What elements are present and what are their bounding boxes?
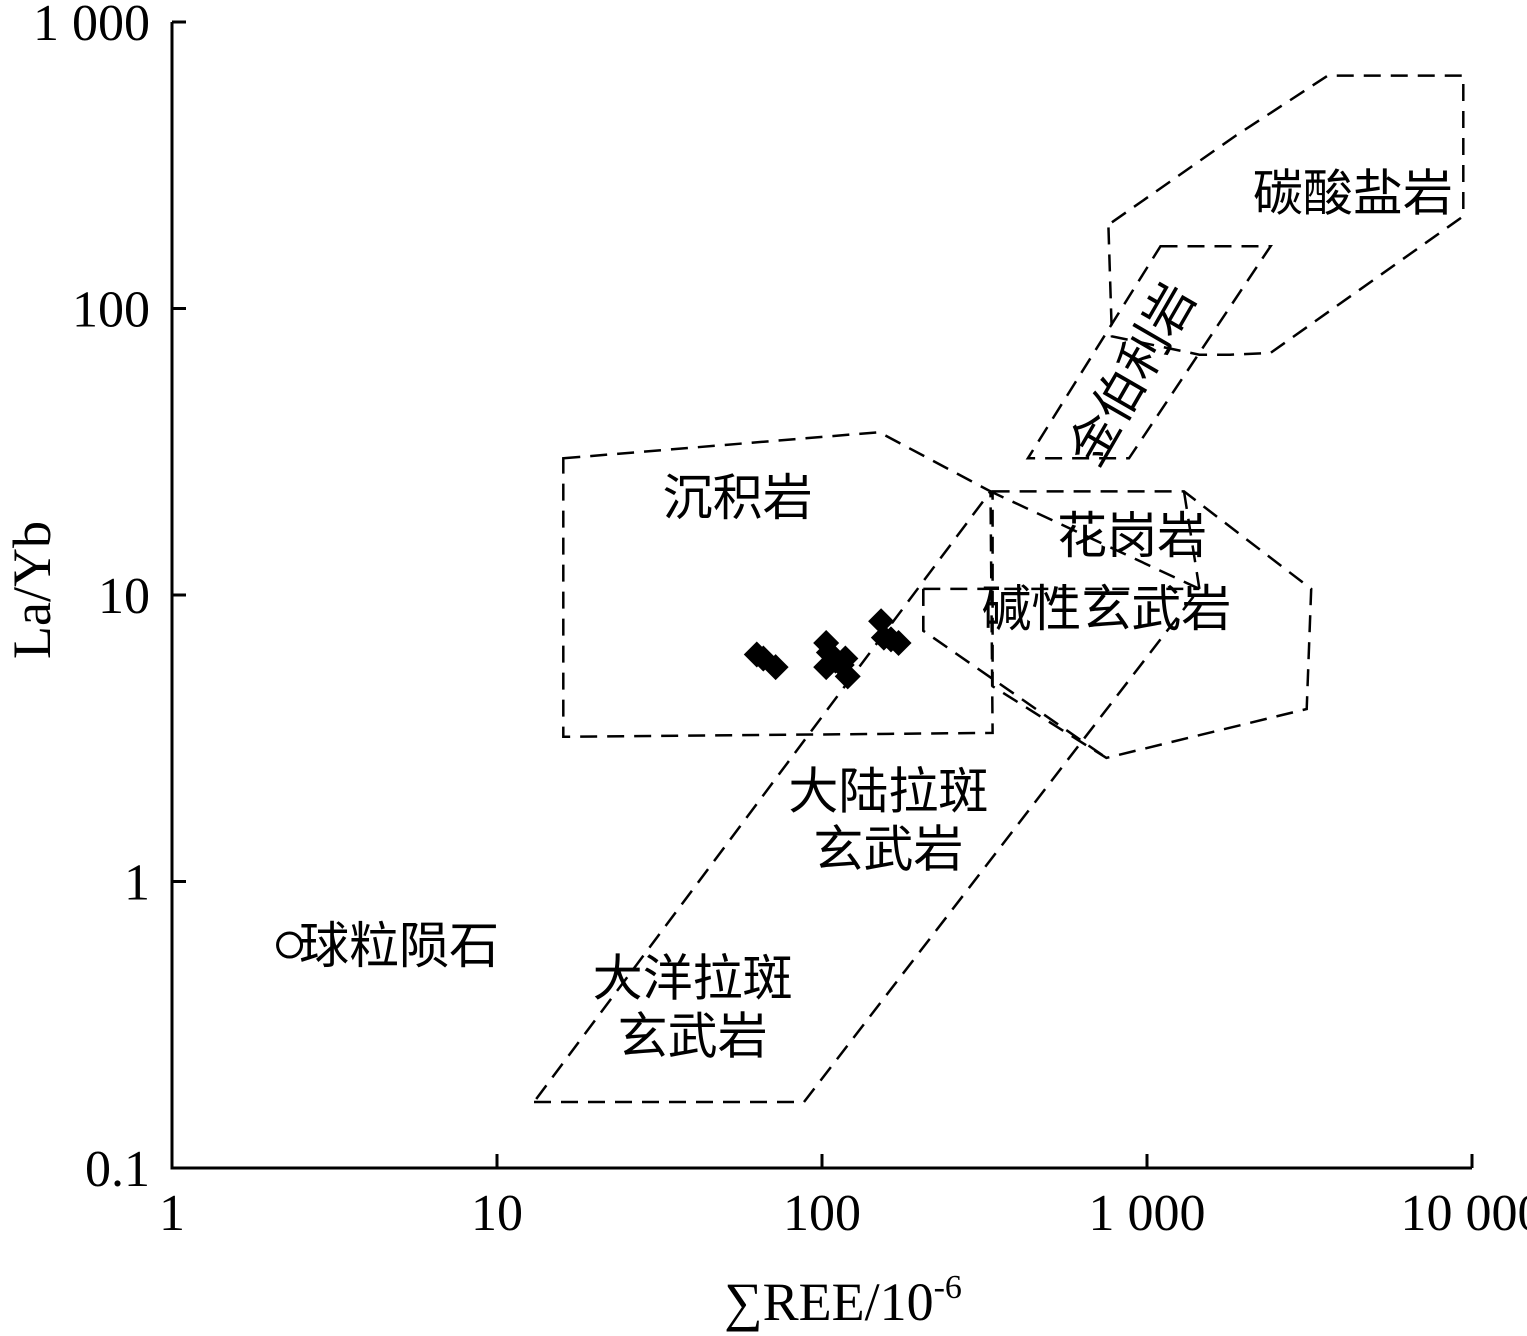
annotation-chondrite: 球粒陨石 bbox=[299, 917, 499, 975]
y-tick-label: 1 bbox=[124, 855, 150, 912]
x-tick-label: 100 bbox=[783, 1185, 861, 1242]
field-boundary-segment bbox=[1182, 491, 1201, 590]
field-carbonatite bbox=[1107, 74, 1465, 356]
field-label-continental-tholeiite: 大陆拉斑玄武岩 bbox=[788, 762, 988, 878]
field-label-line: 大洋拉斑 bbox=[593, 950, 793, 1008]
field-label-sediment: 沉积岩 bbox=[663, 469, 813, 527]
field-label-kimberlite: 金伯利岩 bbox=[1057, 273, 1207, 475]
y-tick-label: 1 000 bbox=[33, 0, 150, 52]
field-kimberlite bbox=[1025, 244, 1273, 460]
field-label-granite: 花岗岩 bbox=[1057, 507, 1207, 565]
field-label-oceanic-tholeiite: 大洋拉斑玄武岩 bbox=[593, 950, 793, 1066]
field-label-carbonatite: 碳酸盐岩 bbox=[1253, 164, 1453, 222]
sample-point bbox=[868, 608, 895, 635]
field-label-line: 大陆拉斑 bbox=[788, 762, 988, 820]
x-tick-label: 1 000 bbox=[1089, 1185, 1206, 1242]
x-tick-label: 1 bbox=[159, 1185, 185, 1242]
sample-point bbox=[885, 629, 912, 656]
x-tick-label: 10 bbox=[471, 1185, 523, 1242]
y-tick-label: 0.1 bbox=[85, 1141, 150, 1198]
sample-point bbox=[762, 654, 789, 681]
y-tick-label: 100 bbox=[72, 282, 150, 339]
sample-point bbox=[834, 663, 861, 690]
fields-layer bbox=[531, 74, 1465, 1104]
points-layer bbox=[276, 608, 912, 959]
field-label-line: 玄武岩 bbox=[618, 1008, 768, 1066]
field-label-line: 玄武岩 bbox=[813, 820, 963, 878]
field-label-alkali-basalt: 碱性玄武岩 bbox=[981, 580, 1231, 638]
x-axis-label: ∑REE/10-6 bbox=[724, 1269, 962, 1332]
y-axis-label: La/Yb bbox=[2, 521, 62, 659]
sample-point bbox=[832, 645, 859, 672]
x-axis-label-superscript: -6 bbox=[934, 1269, 962, 1306]
y-tick-label: 10 bbox=[98, 568, 150, 625]
field-granite bbox=[991, 490, 1313, 760]
x-tick-label: 10 000 bbox=[1401, 1185, 1527, 1242]
x-axis-label-main: ∑REE/10 bbox=[724, 1272, 934, 1332]
chondrite-point bbox=[276, 931, 304, 959]
